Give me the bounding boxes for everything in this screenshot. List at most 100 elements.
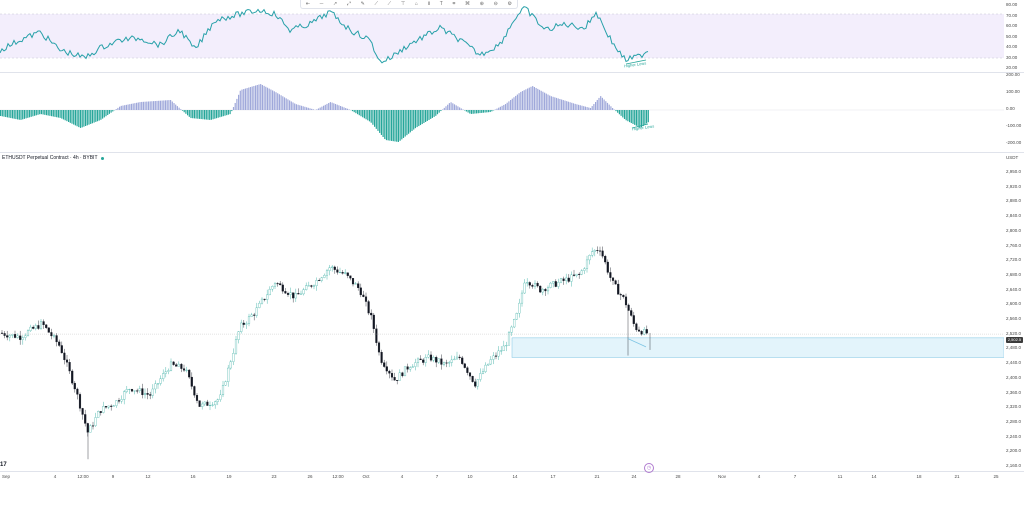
toolbar-tool-icon[interactable]: ⟋ — [387, 1, 392, 7]
time-axis[interactable]: Sep 4 12:00 9 12 16 19 23 26 12:00 Oct 4 7 10 14 17 21 24… — [0, 472, 1004, 488]
toolbar-tool-icon[interactable]: ✎ — [360, 1, 365, 7]
toolbar-tool-icon[interactable]: ⚙ — [507, 1, 512, 7]
macd-histogram-bar — [96, 110, 99, 122]
macd-histogram-bar — [462, 109, 464, 110]
macd-histogram-bar — [42, 110, 44, 115]
candle — [591, 247, 594, 258]
toolbar-tool-icon[interactable]: ⌂ — [414, 1, 418, 7]
macd-histogram-bar — [306, 107, 308, 110]
pane-divider[interactable] — [0, 152, 1024, 153]
toolbar-tool-icon[interactable]: ⊕ — [479, 1, 484, 7]
macd-histogram-bar — [368, 110, 371, 122]
rsi-pane[interactable]: Higher Lows — [0, 0, 1004, 72]
macd-histogram-bar — [64, 110, 66, 121]
macd-histogram-bar — [528, 87, 530, 110]
time-tick-label: 16 — [190, 474, 196, 479]
candle — [268, 286, 271, 296]
symbol-header[interactable]: ETHUSDT Perpetual Contract · 4h · BYBIT — [2, 155, 104, 161]
macd-histogram-bar — [501, 105, 503, 110]
toolbar-tool-icon[interactable]: ⤢ — [346, 1, 351, 7]
macd-chart — [0, 84, 1004, 142]
candle — [557, 278, 560, 289]
macd-histogram-bar — [600, 96, 602, 110]
tradingview-logo[interactable]: 17 — [0, 462, 7, 468]
candle — [115, 399, 118, 408]
macd-histogram-bar — [567, 101, 569, 110]
macd-histogram-bar — [6, 110, 8, 118]
candle — [635, 322, 638, 332]
candle — [143, 388, 147, 399]
macd-histogram-bar — [122, 105, 124, 110]
axis-tick-label: 60.00 — [1006, 23, 1018, 28]
candle — [544, 288, 547, 296]
macd-histogram-bar — [639, 110, 641, 128]
candle — [416, 357, 420, 368]
macd-histogram-bar — [632, 110, 634, 124]
macd-histogram-bar — [482, 110, 484, 113]
macd-histogram-bar — [248, 87, 250, 110]
macd-histogram-bar — [139, 102, 141, 110]
macd-histogram-bar — [10, 110, 12, 119]
macd-histogram-bar — [83, 110, 85, 127]
macd-histogram-bar — [401, 110, 403, 140]
macd-histogram-bar — [606, 102, 609, 110]
candle — [45, 324, 48, 329]
macd-histogram-bar — [413, 110, 415, 130]
macd-histogram-bar — [520, 91, 522, 110]
macd-histogram-bar — [453, 104, 456, 110]
toolbar-tool-icon[interactable]: ⌗ — [452, 1, 456, 7]
toolbar-tool-icon[interactable]: ↗ — [332, 1, 338, 7]
macd-histogram-bar — [260, 84, 262, 110]
candle — [349, 275, 352, 281]
macd-histogram-bar — [365, 110, 367, 120]
macd-axis[interactable]: 200.00 100.00 0.00 -100.00 -200.00 — [1004, 72, 1024, 152]
macd-histogram-bar — [360, 110, 362, 117]
toolbar-tool-icon[interactable]: ─ — [319, 1, 324, 7]
toolbar-tool-icon[interactable]: ⊖ — [493, 1, 498, 7]
macd-histogram-bar — [256, 84, 258, 110]
toolbar-tool-icon[interactable]: ⌘ — [465, 1, 471, 7]
macd-histogram-bar — [581, 105, 583, 110]
macd-histogram-bar — [212, 110, 214, 120]
pane-divider[interactable] — [0, 72, 1024, 73]
time-tick-label: 21 — [594, 474, 600, 479]
macd-histogram-bar — [253, 86, 255, 110]
candle — [193, 385, 196, 398]
toolbar-tool-icon[interactable]: T — [439, 1, 443, 7]
toolbar-tool-icon[interactable]: Ⅱ — [427, 1, 431, 7]
toolbar-tool-icon[interactable]: ⟋ — [374, 1, 378, 7]
candle — [16, 333, 19, 339]
macd-histogram-bar — [90, 110, 92, 124]
candle — [201, 401, 204, 410]
macd-histogram-bar — [71, 110, 73, 124]
macd-histogram-bar — [163, 100, 165, 110]
macd-histogram-bar — [374, 110, 376, 127]
axis-tick-label: 2,720.0 — [1006, 257, 1022, 263]
macd-histogram-bar — [521, 91, 524, 110]
candle — [221, 380, 225, 398]
macd-histogram-bar — [408, 110, 410, 134]
price-axis[interactable]: USDT 2,950.0 2,920.0 2,880.0 2,840.0 2,800.0… — [1004, 152, 1024, 470]
macd-histogram-bar — [188, 110, 190, 117]
macd-histogram-bar — [571, 102, 573, 110]
macd-histogram-bar — [185, 110, 187, 114]
candle — [341, 270, 344, 275]
candle — [255, 302, 258, 318]
macd-histogram-bar — [436, 110, 439, 115]
toolbar-tool-icon[interactable]: ⊤ — [400, 1, 406, 7]
rsi-axis[interactable]: 80.00 70.00 60.00 50.00 40.00 30.00 20.00 — [1004, 0, 1024, 72]
toolbar-tool-icon[interactable]: ⇤ — [305, 1, 311, 7]
macd-histogram-bar — [98, 110, 100, 121]
macd-histogram-bar — [326, 103, 328, 110]
candle — [307, 281, 310, 287]
candle — [370, 309, 373, 320]
price-pane[interactable] — [0, 152, 1004, 470]
macd-histogram-bar — [137, 102, 139, 110]
replay-icon[interactable]: ◷ — [644, 463, 654, 473]
macd-histogram-bar — [564, 100, 566, 110]
candle — [284, 288, 287, 294]
candle — [481, 368, 485, 375]
macd-histogram-bar — [620, 110, 622, 116]
macd-histogram-bar — [552, 96, 554, 110]
macd-pane[interactable]: Higher Lows — [0, 72, 1004, 152]
